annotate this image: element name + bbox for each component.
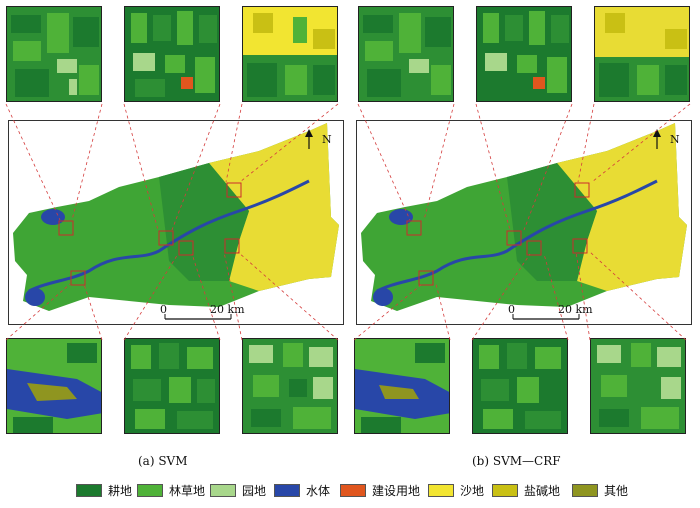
legend-swatch	[340, 483, 366, 497]
legend: 耕地 林草地 园地 水体 建设用地 沙地 盐碱地 其他	[0, 478, 700, 502]
legend-item-sand: 沙地	[428, 482, 484, 498]
zoom-inset-top-1	[358, 6, 454, 102]
legend-item-forest-grass: 林草地	[137, 482, 205, 498]
scale-end-label: 20 km	[210, 303, 245, 316]
zoom-inset-bottom-3	[590, 338, 686, 434]
legend-swatch	[274, 483, 300, 497]
legend-label: 其他	[604, 483, 629, 498]
legend-label: 林草地	[169, 483, 206, 498]
study-area-map	[356, 120, 692, 325]
north-label: N	[670, 133, 680, 146]
zoom-inset-top-3	[594, 6, 690, 102]
legend-label: 建设用地	[372, 483, 421, 498]
zoom-inset-bottom-2	[124, 338, 220, 434]
panel-svm: N 0 20 km (a) SVM	[0, 0, 345, 470]
scale-end-label: 20 km	[558, 303, 593, 316]
legend-item-built-up: 建设用地	[340, 482, 420, 498]
legend-swatch	[210, 483, 236, 497]
zoom-inset-top-3	[242, 6, 338, 102]
legend-swatch	[137, 483, 163, 497]
legend-label: 园地	[242, 483, 267, 498]
north-label: N	[322, 133, 332, 146]
legend-item-saline: 盐碱地	[492, 482, 560, 498]
legend-item-garden: 园地	[210, 482, 266, 498]
zoom-inset-top-1	[6, 6, 102, 102]
legend-swatch	[428, 483, 454, 497]
study-area-map	[8, 120, 344, 325]
legend-label: 水体	[306, 483, 331, 498]
zoom-inset-bottom-1	[354, 338, 450, 434]
legend-label: 沙地	[460, 483, 485, 498]
legend-item-other: 其他	[572, 482, 628, 498]
panel-caption: (a) SVM	[138, 454, 188, 468]
legend-item-water: 水体	[274, 482, 330, 498]
legend-swatch	[492, 483, 518, 497]
zoom-inset-top-2	[124, 6, 220, 102]
zoom-inset-bottom-3	[242, 338, 338, 434]
panel-svm-crf: N 0 20 km (b) SVM—CRF	[352, 0, 697, 470]
scale-start-label: 0	[508, 303, 515, 316]
scale-start-label: 0	[160, 303, 167, 316]
panel-caption: (b) SVM—CRF	[472, 454, 561, 468]
zoom-inset-bottom-2	[472, 338, 568, 434]
legend-swatch	[572, 483, 598, 497]
zoom-inset-top-2	[476, 6, 572, 102]
legend-swatch	[76, 483, 102, 497]
zoom-inset-bottom-1	[6, 338, 102, 434]
legend-label: 耕地	[108, 483, 133, 498]
legend-label: 盐碱地	[524, 483, 561, 498]
legend-item-cropland: 耕地	[76, 482, 132, 498]
